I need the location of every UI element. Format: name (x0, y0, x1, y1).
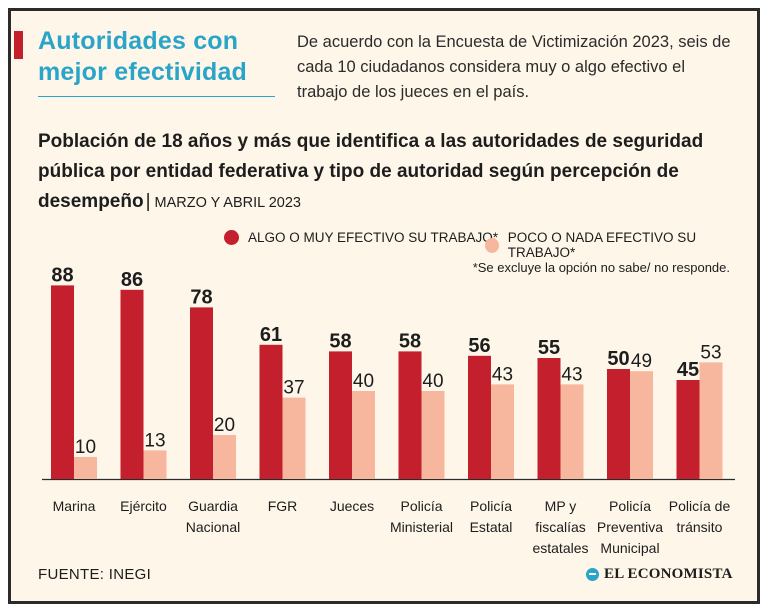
legend-label-effective: ALGO O MUY EFECTIVO SU TRABAJO* (248, 230, 499, 245)
header-description: De acuerdo con la Encuesta de Victimizac… (297, 33, 731, 101)
category-label-7-2: estatales (532, 540, 588, 556)
label-effective-7: 55 (538, 337, 560, 359)
bar-not-effective-2 (213, 435, 236, 479)
label-not-effective-8: 49 (631, 351, 652, 372)
legend-swatch-not-effective (485, 237, 499, 253)
label-effective-6: 56 (468, 335, 490, 357)
header-divider (38, 96, 275, 97)
label-effective-2: 78 (190, 286, 212, 308)
legend-item-not-effective: POCO O NADA EFECTIVO SU TRABAJO* (485, 230, 746, 260)
label-not-effective-6: 43 (492, 364, 513, 385)
source-label: FUENTE: INEGI (38, 566, 152, 583)
category-label-7-1: fiscalías (535, 519, 586, 535)
label-effective-0: 88 (51, 264, 73, 286)
legend-swatch-effective (224, 230, 239, 245)
bar-not-effective-5 (421, 391, 445, 479)
bar-effective-8 (607, 369, 630, 479)
bar-effective-3 (259, 344, 283, 479)
brand-name: EL ECONOMISTA (604, 566, 733, 582)
label-not-effective-7: 43 (561, 364, 582, 385)
legend-label-not-effective: POCO O NADA EFECTIVO SU TRABAJO* (507, 230, 697, 260)
header-title: Autoridades con mejor efectividad (38, 27, 248, 86)
chart-title: Población de 18 años y más que identific… (38, 131, 704, 212)
bar-effective-4 (329, 351, 352, 479)
brand-mark-icon (586, 568, 599, 581)
label-not-effective-9: 53 (700, 342, 721, 363)
chart-subtitle: MARZO Y ABRIL 2023 (154, 195, 301, 211)
bar-not-effective-1 (143, 450, 167, 479)
category-label-2-0: Guardia (188, 498, 238, 514)
bar-not-effective-0 (74, 457, 97, 479)
label-effective-3: 61 (260, 324, 282, 346)
label-effective-5: 58 (399, 330, 421, 352)
label-not-effective-1: 13 (144, 430, 165, 451)
bar-effective-2 (190, 307, 213, 479)
bar-not-effective-7 (560, 384, 584, 479)
label-not-effective-3: 37 (283, 378, 304, 399)
category-label-6-0: Policía (470, 498, 512, 514)
brand-logo: EL ECONOMISTA (586, 566, 733, 583)
category-label-5-0: Policía (400, 498, 442, 514)
label-effective-1: 86 (121, 269, 143, 291)
bar-not-effective-6 (491, 384, 514, 479)
label-effective-8: 50 (607, 348, 629, 370)
accent-bar (14, 31, 23, 59)
category-label-4-0: Jueces (330, 498, 374, 514)
label-not-effective-4: 40 (353, 371, 374, 392)
category-label-9-0: Policía de (669, 498, 731, 514)
category-label-1-0: Ejército (120, 498, 167, 514)
label-not-effective-5: 40 (422, 371, 443, 392)
category-label-7-0: MP y (545, 498, 577, 514)
bar-effective-9 (676, 380, 700, 479)
bar-effective-6 (468, 355, 491, 479)
label-not-effective-2: 20 (214, 415, 235, 436)
bar-effective-7 (537, 358, 561, 479)
category-label-8-2: Municipal (600, 540, 659, 556)
legend: ALGO O MUY EFECTIVO SU TRABAJO* POCO O N… (0, 230, 746, 260)
bar-not-effective-8 (630, 371, 653, 479)
title-separator: | (145, 191, 151, 212)
category-label-9-1: tránsito (677, 519, 723, 535)
category-label-3-0: FGR (268, 498, 298, 514)
label-not-effective-0: 10 (75, 437, 96, 458)
bar-effective-1 (120, 289, 144, 479)
bar-effective-5 (398, 351, 422, 479)
chart-title-block: Población de 18 años y más que identific… (38, 127, 748, 218)
chart-note: *Se excluye la opción no sabe/ no respon… (472, 260, 730, 275)
label-effective-4: 58 (329, 330, 351, 352)
label-effective-9: 45 (677, 359, 699, 381)
bar-not-effective-4 (352, 391, 375, 479)
bar-not-effective-9 (699, 362, 723, 479)
category-label-8-0: Policía (609, 498, 651, 514)
category-label-8-1: Preventiva (597, 519, 663, 535)
category-label-0-0: Marina (53, 498, 96, 514)
category-label-6-1: Estatal (470, 519, 513, 535)
category-label-5-1: Ministerial (390, 519, 453, 535)
bar-not-effective-3 (282, 397, 306, 479)
legend-item-effective: ALGO O MUY EFECTIVO SU TRABAJO* (224, 230, 498, 245)
bar-effective-0 (51, 285, 74, 479)
category-label-2-1: Nacional (186, 519, 240, 535)
